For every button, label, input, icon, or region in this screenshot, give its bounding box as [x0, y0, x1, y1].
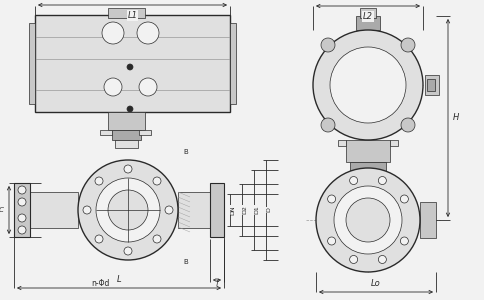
- Circle shape: [95, 177, 103, 185]
- Bar: [35, 15, 230, 112]
- Bar: [346, 140, 390, 162]
- Bar: [390, 140, 398, 146]
- Text: L1: L1: [127, 11, 137, 20]
- Bar: [14, 183, 30, 237]
- Circle shape: [124, 247, 132, 255]
- Circle shape: [83, 206, 91, 214]
- Circle shape: [104, 78, 122, 96]
- Circle shape: [400, 195, 408, 203]
- Circle shape: [153, 177, 161, 185]
- Text: H: H: [453, 113, 459, 122]
- Bar: [230, 23, 236, 104]
- Circle shape: [127, 106, 133, 112]
- Bar: [100, 130, 112, 135]
- Bar: [30, 192, 78, 228]
- Circle shape: [18, 186, 26, 194]
- Circle shape: [18, 198, 26, 206]
- Text: Lo: Lo: [371, 279, 381, 288]
- Text: D2: D2: [242, 206, 247, 214]
- Text: L2: L2: [363, 12, 373, 21]
- Bar: [350, 162, 386, 172]
- Bar: [427, 79, 435, 91]
- Text: B: B: [183, 259, 188, 265]
- Circle shape: [124, 165, 132, 173]
- Circle shape: [328, 195, 335, 203]
- Bar: [29, 23, 35, 104]
- Bar: [115, 140, 138, 148]
- Circle shape: [400, 237, 408, 245]
- Circle shape: [313, 30, 423, 140]
- Text: DN: DN: [230, 205, 236, 215]
- Circle shape: [18, 214, 26, 222]
- Bar: [420, 202, 436, 238]
- Circle shape: [328, 237, 335, 245]
- Circle shape: [127, 64, 133, 70]
- Circle shape: [18, 226, 26, 234]
- Circle shape: [96, 178, 160, 242]
- Circle shape: [401, 38, 415, 52]
- Bar: [112, 130, 141, 140]
- Circle shape: [349, 176, 358, 184]
- Circle shape: [334, 186, 402, 254]
- Circle shape: [137, 22, 159, 44]
- Circle shape: [378, 176, 386, 184]
- Bar: [139, 130, 151, 135]
- Circle shape: [95, 235, 103, 243]
- Circle shape: [378, 256, 386, 263]
- Circle shape: [153, 235, 161, 243]
- Bar: [356, 16, 380, 30]
- Bar: [360, 8, 376, 18]
- Circle shape: [330, 47, 406, 123]
- Circle shape: [401, 118, 415, 132]
- Text: f: f: [216, 278, 218, 287]
- Circle shape: [321, 118, 335, 132]
- Circle shape: [165, 206, 173, 214]
- Circle shape: [349, 256, 358, 263]
- Circle shape: [316, 168, 420, 272]
- Bar: [425, 75, 439, 95]
- Bar: [210, 183, 224, 237]
- Circle shape: [321, 38, 335, 52]
- Bar: [354, 172, 382, 180]
- Bar: [108, 8, 145, 18]
- Text: L: L: [117, 275, 121, 284]
- Text: B: B: [183, 149, 188, 155]
- Bar: [108, 112, 145, 130]
- Text: D1: D1: [255, 206, 259, 214]
- Text: n-Φd: n-Φd: [91, 278, 109, 287]
- Circle shape: [139, 78, 157, 96]
- Circle shape: [102, 22, 124, 44]
- Text: C: C: [0, 207, 4, 213]
- Circle shape: [78, 160, 178, 260]
- Circle shape: [108, 190, 148, 230]
- Bar: [178, 192, 210, 228]
- Text: D: D: [267, 208, 272, 212]
- Bar: [338, 140, 346, 146]
- Circle shape: [346, 198, 390, 242]
